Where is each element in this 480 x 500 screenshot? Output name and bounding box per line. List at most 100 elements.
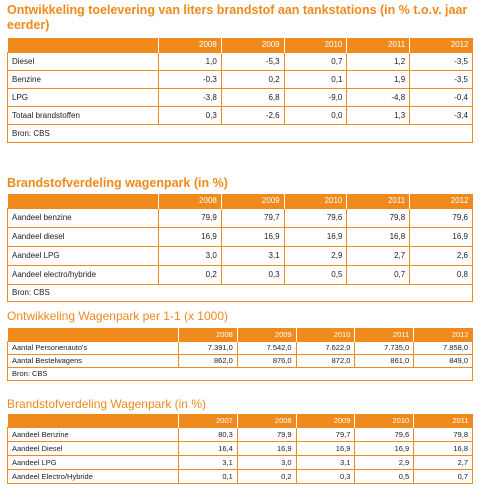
- row-label: Aantal Personenauto's: [7, 340, 179, 355]
- table-cell: 2,7: [413, 454, 473, 470]
- table-cell: 79,9: [158, 207, 222, 228]
- table-row: Aandeel LPG 3,1 3,0 3,1 2,9 2,7: [7, 454, 473, 470]
- table-cell: 79,6: [409, 207, 473, 228]
- table-cell: -4,8: [346, 87, 411, 107]
- table-cell: 0,7: [413, 468, 473, 484]
- table-cell: -5,3: [220, 51, 285, 71]
- header-cell: 2008: [237, 414, 297, 427]
- wagenpark-table: 2008 2009 2010 2011 2012 Aantal Personen…: [7, 328, 473, 381]
- table-cell: 3,1: [220, 245, 285, 266]
- table-cell: 16,8: [346, 226, 411, 247]
- table-row: Aandeel Benzine 80,3 79,9 79,7 79,6 79,8: [7, 426, 473, 442]
- source-row: Bron: CBS: [7, 123, 473, 143]
- header-cell: [7, 38, 159, 52]
- table-row: Aantal Personenauto's 7.391,0 7.542,0 7.…: [7, 340, 473, 355]
- section-toelevering: Ontwikkeling toelevering van liters bran…: [7, 3, 473, 143]
- table-cell: 79,7: [295, 426, 356, 442]
- row-label: Aandeel Diesel: [7, 440, 179, 456]
- table-cell: 0,3: [295, 468, 356, 484]
- table-cell: 0,3: [158, 105, 222, 125]
- table-row: Totaal brandstoffen 0,3 -2,6 0,0 1,3 -3,…: [7, 105, 473, 125]
- row-label: LPG: [7, 87, 159, 107]
- table-cell: -3,4: [409, 105, 473, 125]
- table1-title: Ontwikkeling toelevering van liters bran…: [7, 3, 468, 32]
- table-header-row: 2008 2009 2010 2011 2012: [7, 194, 473, 208]
- header-cell: 2010: [296, 328, 356, 341]
- table-cell: -9,0: [283, 87, 348, 107]
- table-cell: 79,7: [220, 207, 285, 228]
- table-cell: -0,3: [158, 69, 222, 89]
- table-cell: 16,9: [409, 226, 473, 247]
- table-cell: 872,0: [295, 353, 356, 368]
- source-note: Bron: CBS: [7, 283, 473, 302]
- table-cell: 0,0: [283, 105, 348, 125]
- table-row: Aandeel Electro/Hybride 0,1 0,2 0,3 0,5 …: [7, 468, 473, 484]
- section-brandstofverdeling-2011: Brandstofverdeling Wagenpark (in %) 2007…: [7, 397, 473, 484]
- table-cell: -2,6: [220, 105, 285, 125]
- row-label: Aandeel diesel: [7, 226, 159, 247]
- source-note: Bron: CBS: [7, 366, 473, 381]
- header-cell: 2011: [346, 194, 411, 208]
- table-header-row: 2008 2009 2010 2011 2012: [7, 328, 473, 341]
- table-row: Diesel 1,0 -5,3 0,7 1,2 -3,5: [7, 51, 473, 71]
- header-cell: [7, 328, 179, 341]
- table-cell: 79,8: [413, 426, 473, 442]
- table-cell: 16,9: [220, 226, 285, 247]
- header-cell: 2010: [284, 194, 348, 208]
- table-cell: 7.735,0: [354, 340, 415, 355]
- table-cell: 0,3: [220, 264, 285, 285]
- table-cell: 16,9: [354, 440, 415, 456]
- table-cell: 1,9: [346, 69, 411, 89]
- table-cell: 0,5: [354, 468, 415, 484]
- row-label: Benzine: [7, 69, 159, 89]
- table-cell: -3,5: [409, 51, 473, 71]
- header-cell: 2011: [413, 414, 473, 427]
- row-label: Aandeel benzine: [7, 207, 159, 228]
- table3-title: Ontwikkeling Wagenpark per 1-1 (x 1000): [7, 309, 228, 323]
- header-cell: 2009: [221, 194, 285, 208]
- header-cell: 2011: [346, 38, 411, 52]
- table-cell: 16,9: [236, 440, 297, 456]
- table-header-row: 2008 2009 2010 2011 2012: [7, 38, 473, 52]
- header-cell: 2010: [284, 38, 348, 52]
- table-cell: -0,4: [409, 87, 473, 107]
- table-cell: 7.542,0: [236, 340, 297, 355]
- table-row: Benzine -0,3 0,2 0,1 1,9 -3,5: [7, 69, 473, 89]
- table-cell: 7.858,0: [413, 340, 473, 355]
- header-cell: 2008: [178, 328, 238, 341]
- table-row: LPG -3,8 6,8 -9,0 -4,8 -0,4: [7, 87, 473, 107]
- table-cell: 79,6: [283, 207, 348, 228]
- table-cell: 0,8: [409, 264, 473, 285]
- table-cell: 16,9: [283, 226, 348, 247]
- header-cell: 2009: [237, 328, 297, 341]
- brandstofverdeling-table: 2008 2009 2010 2011 2012 Aandeel benzine…: [7, 194, 473, 302]
- table-cell: 0,2: [236, 468, 297, 484]
- table-cell: 1,0: [158, 51, 222, 71]
- table2-title: Brandstofverdeling wagenpark (in %): [7, 176, 228, 190]
- header-cell: 2009: [296, 414, 356, 427]
- table-cell: 862,0: [178, 353, 238, 368]
- row-label: Aandeel Benzine: [7, 426, 179, 442]
- table-cell: 2,6: [409, 245, 473, 266]
- row-label: Aandeel LPG: [7, 454, 179, 470]
- table-cell: 1,3: [346, 105, 411, 125]
- table-cell: 849,0: [413, 353, 473, 368]
- table-cell: 0,2: [220, 69, 285, 89]
- header-cell: 2008: [158, 194, 222, 208]
- section-wagenpark: Ontwikkeling Wagenpark per 1-1 (x 1000) …: [7, 309, 473, 381]
- header-cell: 2010: [354, 414, 415, 427]
- header-cell: 2007: [178, 414, 238, 427]
- table-cell: -3,8: [158, 87, 222, 107]
- table-row: Aandeel diesel 16,9 16,9 16,9 16,8 16,9: [7, 226, 473, 247]
- table-cell: 2,9: [354, 454, 415, 470]
- table-cell: 3,1: [178, 454, 238, 470]
- header-cell: [7, 194, 159, 208]
- table-cell: 0,1: [178, 468, 238, 484]
- header-cell: 2012: [409, 38, 473, 52]
- source-row: Bron: CBS: [7, 283, 473, 302]
- table-cell: 2,7: [346, 245, 411, 266]
- header-cell: [7, 414, 179, 427]
- table-cell: 79,6: [354, 426, 415, 442]
- brandstofverdeling-wagenpark-table: 2007 2008 2009 2010 2011 Aandeel Benzine…: [7, 414, 473, 484]
- table-row: Aandeel electro/hybride 0,2 0,3 0,5 0,7 …: [7, 264, 473, 285]
